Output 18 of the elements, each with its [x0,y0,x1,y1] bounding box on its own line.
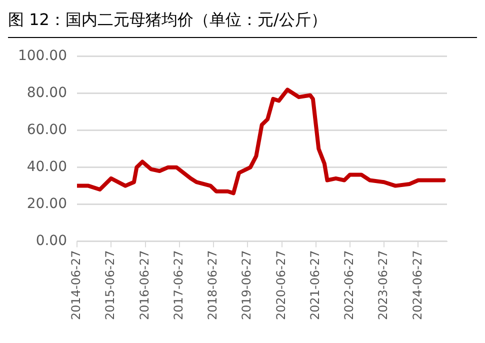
x-tick-label: 2014-06-27 [69,250,84,320]
x-tick-label: 2018-06-27 [206,250,220,320]
x-tick-label: 2020-06-27 [274,250,288,320]
x-tick-label: 2024-06-27 [410,250,424,320]
y-tick-label: 40.00 [26,158,67,175]
x-tick-label: 2016-06-27 [137,250,152,320]
chart-title: 图 12：国内二元母猪均价（单位：元/公斤） [8,8,477,38]
y-tick-label: 100.00 [18,48,67,64]
y-tick-label: 80.00 [26,85,67,102]
x-tick-label: 2021-06-27 [308,250,322,320]
y-tick-label: 20.00 [26,196,67,212]
y-tick-label: 0.00 [36,232,67,249]
x-tick-label: 2023-06-27 [376,250,390,320]
x-tick-label: 2015-06-27 [103,250,118,320]
x-tick-label: 2017-06-27 [171,250,186,320]
y-tick-label: 60.00 [26,122,67,138]
x-tick-label: 2022-06-27 [342,250,356,320]
x-tick-label: 2019-06-27 [240,250,254,320]
